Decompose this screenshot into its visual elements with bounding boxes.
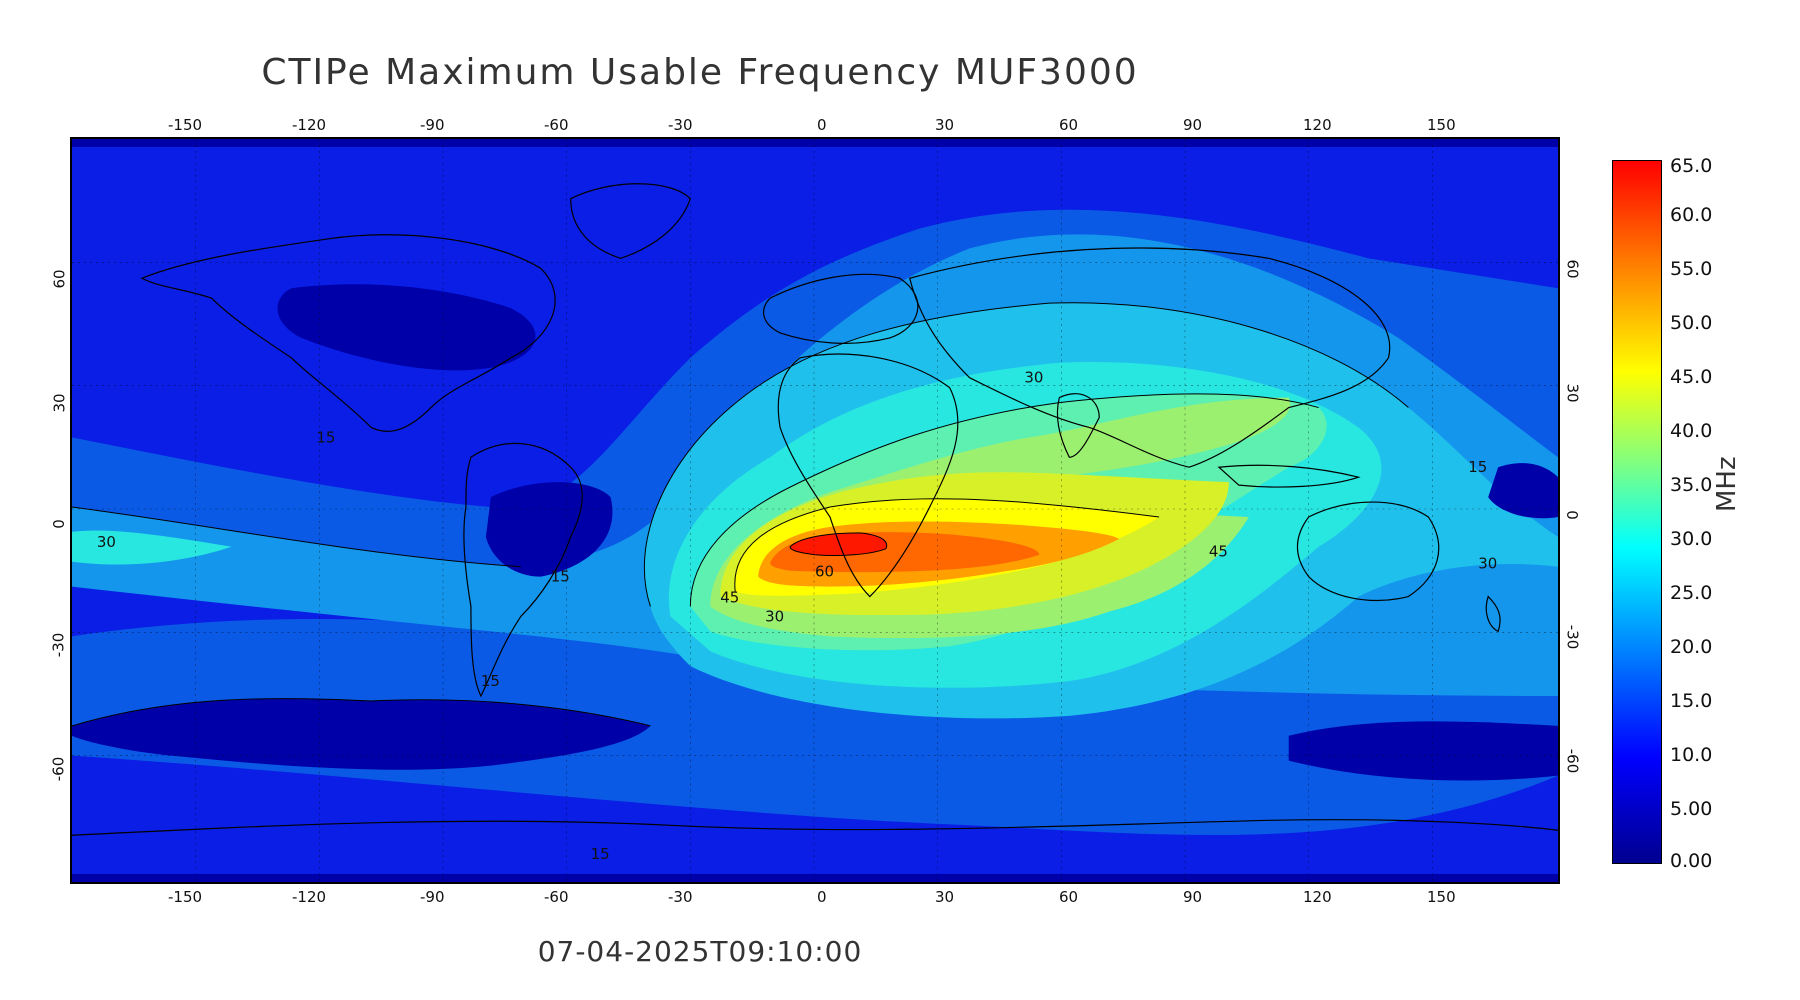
lat-tick: 0 bbox=[1562, 510, 1581, 520]
lon-tick: -120 bbox=[292, 116, 327, 134]
coastline-europe bbox=[763, 273, 919, 344]
contour-label: 45 bbox=[720, 589, 739, 607]
contour-label: 30 bbox=[97, 533, 116, 551]
coastline-antarctica bbox=[72, 819, 1558, 836]
colorbar-label: 15.0 bbox=[1670, 690, 1713, 712]
colorbar-label: 30.0 bbox=[1670, 528, 1713, 550]
lon-tick: -60 bbox=[544, 116, 569, 134]
colorbar bbox=[1612, 160, 1662, 864]
deep-blue-east-pacific bbox=[1488, 463, 1558, 519]
lon-tick: -30 bbox=[668, 116, 693, 134]
colorbar-label: 45.0 bbox=[1670, 366, 1713, 388]
coastline-australia bbox=[1296, 501, 1440, 602]
colorbar-label: 25.0 bbox=[1670, 582, 1713, 604]
deep-blue-top-strip bbox=[72, 139, 1558, 147]
deep-blue-southeast bbox=[1288, 721, 1558, 781]
contour-band-cyan-west bbox=[72, 530, 232, 565]
lon-tick: 60 bbox=[1059, 888, 1079, 906]
lon-tick: -60 bbox=[544, 888, 569, 906]
lon-tick: -150 bbox=[168, 888, 203, 906]
lat-tick: 60 bbox=[50, 269, 69, 289]
contour-band-red bbox=[790, 532, 887, 556]
coastline-greenland bbox=[570, 183, 692, 259]
colorbar-label: 55.0 bbox=[1670, 258, 1713, 280]
lon-tick: 120 bbox=[1303, 116, 1332, 134]
map-title: CTIPe Maximum Usable Frequency MUF3000 bbox=[261, 52, 1139, 93]
lon-tick: 0 bbox=[817, 116, 827, 134]
contour-label: 60 bbox=[815, 563, 834, 581]
coastline-india bbox=[1056, 393, 1100, 458]
coastline-indonesia bbox=[1217, 464, 1361, 488]
colorbar-label: 50.0 bbox=[1670, 312, 1713, 334]
colorbar-label: 40.0 bbox=[1670, 420, 1713, 442]
lat-tick: 30 bbox=[50, 393, 69, 413]
coastline-south-america bbox=[463, 442, 583, 698]
contour-label: 30 bbox=[765, 607, 784, 625]
lon-tick: -30 bbox=[668, 888, 693, 906]
lat-tick: -60 bbox=[1563, 748, 1582, 774]
contour-lines bbox=[72, 302, 1409, 727]
coastline-asia bbox=[909, 247, 1391, 468]
contour-label: 45 bbox=[1209, 543, 1228, 561]
lon-tick: -90 bbox=[420, 888, 445, 906]
lat-tick: 0 bbox=[49, 519, 68, 529]
lon-tick: -90 bbox=[420, 116, 445, 134]
contour-label: 15 bbox=[481, 672, 500, 690]
lat-tick: -30 bbox=[49, 632, 68, 658]
contour-label: 15 bbox=[316, 428, 335, 446]
coastlines bbox=[72, 183, 1558, 836]
coastline-new-zealand bbox=[1485, 595, 1501, 633]
lon-tick: 90 bbox=[1183, 888, 1203, 906]
colorbar-label: 10.0 bbox=[1670, 744, 1713, 766]
contour-label: 15 bbox=[551, 568, 570, 586]
lon-tick: 150 bbox=[1427, 116, 1456, 134]
contour-label: 30 bbox=[1024, 369, 1043, 387]
lat-tick: -60 bbox=[49, 756, 68, 782]
lon-tick: 120 bbox=[1303, 888, 1332, 906]
lon-tick: 30 bbox=[935, 116, 955, 134]
muf-map: 15 30 45 60 15 15 15 15 30 30 30 45 bbox=[70, 137, 1560, 884]
deep-blue-south-pacific bbox=[72, 698, 651, 770]
contour-labels: 15 30 45 60 15 15 15 15 30 30 30 45 bbox=[97, 369, 1497, 863]
coastline-africa bbox=[777, 353, 959, 598]
deep-blue-south-america bbox=[485, 482, 613, 577]
colorbar-label: 60.0 bbox=[1670, 204, 1713, 226]
lon-tick: 90 bbox=[1183, 116, 1203, 134]
contour-label: 15 bbox=[591, 845, 610, 863]
contour-label: 30 bbox=[1478, 555, 1497, 573]
colorbar-unit: MHz bbox=[1712, 456, 1742, 512]
contour-band-mid-blue-south bbox=[72, 618, 1558, 836]
lon-tick: -150 bbox=[168, 116, 203, 134]
graticule bbox=[72, 139, 1558, 882]
lat-tick: 30 bbox=[1563, 383, 1582, 403]
lon-tick: -120 bbox=[292, 888, 327, 906]
deep-blue-bottom-strip bbox=[72, 874, 1558, 882]
coastline-north-america bbox=[140, 234, 556, 432]
colorbar-label: 0.00 bbox=[1670, 850, 1713, 872]
lon-tick: 30 bbox=[935, 888, 955, 906]
colorbar-label: 65.0 bbox=[1670, 155, 1713, 177]
muf-contour-map: 15 30 45 60 15 15 15 15 30 30 30 45 bbox=[72, 139, 1558, 882]
deep-blue-north-america bbox=[277, 284, 536, 371]
lat-tick: -30 bbox=[1563, 624, 1582, 650]
lon-tick: 0 bbox=[817, 888, 827, 906]
colorbar-label: 5.00 bbox=[1670, 798, 1713, 820]
contour-label: 15 bbox=[1468, 458, 1487, 476]
lon-tick: 60 bbox=[1059, 116, 1079, 134]
lat-tick: 60 bbox=[1563, 259, 1582, 279]
colorbar-label: 35.0 bbox=[1670, 474, 1713, 496]
lon-tick: 150 bbox=[1427, 888, 1456, 906]
timestamp: 07-04-2025T09:10:00 bbox=[537, 935, 863, 968]
colorbar-label: 20.0 bbox=[1670, 636, 1713, 658]
